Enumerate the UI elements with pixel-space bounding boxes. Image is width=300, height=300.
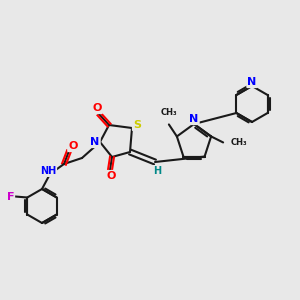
Text: N: N bbox=[90, 137, 100, 147]
Text: CH₃: CH₃ bbox=[231, 138, 248, 147]
Text: N: N bbox=[189, 114, 199, 124]
Text: CH₃: CH₃ bbox=[160, 108, 177, 117]
Text: O: O bbox=[68, 141, 78, 151]
Text: NH: NH bbox=[40, 166, 56, 176]
Text: O: O bbox=[92, 103, 102, 113]
Text: S: S bbox=[133, 120, 141, 130]
Text: O: O bbox=[106, 171, 116, 181]
Text: H: H bbox=[153, 166, 161, 176]
Text: F: F bbox=[7, 191, 14, 202]
Text: N: N bbox=[248, 77, 256, 87]
